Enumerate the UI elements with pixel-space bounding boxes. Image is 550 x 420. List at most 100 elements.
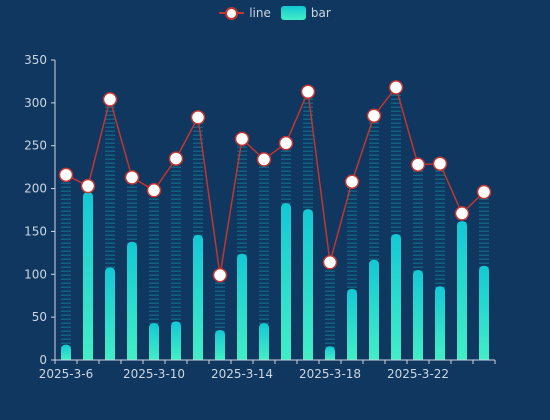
dotted-bar-segment	[61, 234, 71, 236]
dotted-bar-segment	[347, 270, 357, 272]
x-tick-label: 2025-3-6	[39, 367, 93, 381]
dotted-bar-segment	[127, 230, 137, 232]
dotted-bar-segment	[479, 206, 489, 208]
dotted-bar-segment	[149, 202, 159, 204]
dotted-bar-segment	[413, 258, 423, 260]
line-point	[410, 157, 426, 172]
dotted-bar-segment	[215, 302, 225, 304]
dotted-bar-segment	[171, 310, 181, 312]
dotted-bar-segment	[369, 258, 379, 260]
dotted-bar-segment	[369, 254, 379, 256]
dotted-bar-segment	[171, 214, 181, 216]
bars-layer	[61, 192, 489, 360]
dotted-bar-segment	[105, 130, 115, 132]
dotted-bar-segment	[281, 182, 291, 184]
dotted-bar-segment	[369, 230, 379, 232]
dotted-bar-segment	[347, 206, 357, 208]
dotted-bar-segment	[325, 270, 335, 272]
dotted-bar-segment	[193, 162, 203, 164]
dotted-bar-segment	[391, 106, 401, 108]
dotted-bar-segment	[413, 234, 423, 236]
dotted-bar-segment	[259, 222, 269, 224]
dotted-bar-segment	[105, 158, 115, 160]
dotted-bar-segment	[347, 238, 357, 240]
dotted-bar-segment	[237, 174, 247, 176]
dotted-bar-segment	[391, 166, 401, 168]
legend-item-bar[interactable]: bar	[280, 6, 331, 20]
dotted-bar-segment	[61, 246, 71, 248]
dotted-bar-segment	[391, 126, 401, 128]
dotted-bar-segment	[347, 234, 357, 236]
line-point	[146, 183, 162, 198]
dotted-bar-segment	[369, 246, 379, 248]
dotted-bar-segment	[171, 218, 181, 220]
dotted-bar-segment	[413, 214, 423, 216]
bar	[61, 344, 71, 360]
dotted-bar-segment	[259, 278, 269, 280]
dotted-bar-segment	[391, 210, 401, 212]
dotted-bar-segment	[105, 138, 115, 140]
dotted-bar-segment	[171, 190, 181, 192]
dotted-bar-segment	[105, 214, 115, 216]
dotted-bar-segment	[413, 226, 423, 228]
dotted-bar-segment	[347, 190, 357, 192]
dotted-bar-segment	[479, 214, 489, 216]
bar	[303, 209, 313, 360]
dotted-bar-segment	[303, 206, 313, 208]
dotted-bar-segment	[391, 154, 401, 156]
dotted-bar-segment	[259, 238, 269, 240]
dotted-bar-segment	[193, 202, 203, 204]
bar	[413, 270, 423, 360]
dotted-bar-segment	[303, 122, 313, 124]
dotted-bar-segment	[105, 266, 115, 268]
dotted-bar-segment	[369, 210, 379, 212]
dotted-bar-segment	[413, 174, 423, 176]
dotted-bar-segment	[171, 166, 181, 168]
line-point	[322, 255, 338, 270]
dotted-bar-segment	[347, 202, 357, 204]
bar	[369, 259, 379, 360]
dotted-bar-segment	[303, 142, 313, 144]
dotted-bar-segment	[105, 258, 115, 260]
dotted-bar-segment	[391, 214, 401, 216]
dotted-bar-segment	[413, 254, 423, 256]
dotted-bar-segment	[193, 174, 203, 176]
dotted-bar-segment	[391, 98, 401, 100]
dotted-bar-segment	[281, 174, 291, 176]
line-point	[190, 110, 206, 125]
dotted-bar-segment	[61, 338, 71, 340]
dotted-bar-segment	[435, 170, 445, 172]
dotted-bar-segment	[105, 154, 115, 156]
bar	[479, 265, 489, 360]
dotted-bar-segment	[61, 190, 71, 192]
dotted-bar-segment	[61, 266, 71, 268]
dotted-bar-segment	[435, 246, 445, 248]
dotted-bar-segment	[105, 178, 115, 180]
dotted-bars-layer	[61, 90, 489, 360]
dotted-bar-segment	[413, 230, 423, 232]
dotted-bar-segment	[303, 102, 313, 104]
dotted-bar-segment	[61, 258, 71, 260]
dotted-bar-segment	[281, 158, 291, 160]
dotted-bar-segment	[259, 266, 269, 268]
dotted-bar-segment	[413, 202, 423, 204]
dotted-bar-segment	[149, 266, 159, 268]
dotted-bar-segment	[61, 238, 71, 240]
dotted-bar-segment	[149, 274, 159, 276]
legend-item-line[interactable]: line	[219, 6, 271, 20]
dotted-bar-segment	[215, 282, 225, 284]
dotted-bar-segment	[193, 230, 203, 232]
dotted-bar-segment	[61, 214, 71, 216]
dotted-bar-segment	[259, 258, 269, 260]
dotted-bar-segment	[127, 194, 137, 196]
dotted-bar-segment	[171, 226, 181, 228]
dotted-bar-segment	[413, 246, 423, 248]
dotted-bar-segment	[325, 286, 335, 288]
dotted-bar-segment	[303, 138, 313, 140]
dotted-bar-segment	[391, 142, 401, 144]
dotted-bar-segment	[193, 154, 203, 156]
dotted-bar-segment	[413, 182, 423, 184]
dotted-bar-segment	[237, 226, 247, 228]
dotted-bar-segment	[61, 254, 71, 256]
